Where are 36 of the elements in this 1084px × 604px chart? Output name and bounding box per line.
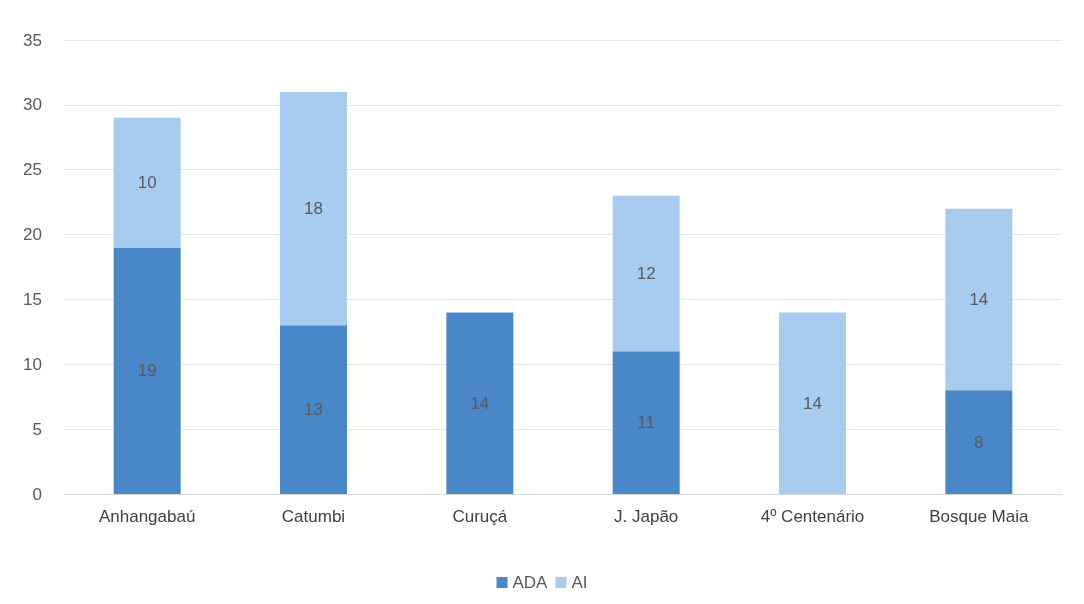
bar [113, 247, 181, 494]
data-label: 13 [304, 400, 323, 420]
data-label: 19 [137, 361, 157, 381]
y-tick-label: 0 [32, 484, 42, 504]
data-label: 12 [636, 263, 656, 283]
bar [612, 351, 680, 494]
data-label: 14 [470, 393, 490, 413]
bar [612, 195, 680, 352]
data-label: 14 [969, 289, 989, 309]
x-tick-label: Catumbi [281, 507, 346, 526]
bar [113, 117, 181, 248]
legend-label: AI [571, 573, 588, 592]
legend-label: ADA [512, 573, 549, 592]
y-tick-label: 35 [23, 30, 42, 50]
bar [945, 208, 1013, 391]
x-tick-label: Bosque Maia [929, 507, 1029, 526]
data-label: 18 [304, 199, 323, 219]
bar [280, 325, 347, 494]
y-tick-label: 10 [23, 354, 42, 374]
data-label: 8 [974, 432, 984, 452]
x-tick-label: Curuçá [452, 507, 508, 526]
data-label: 10 [137, 173, 157, 193]
x-tick-label: J. Japão [614, 507, 679, 526]
x-tick-label: 4º Centenário [760, 507, 865, 526]
y-tick-label: 20 [23, 225, 42, 245]
data-label: 14 [803, 393, 822, 413]
data-label: 11 [637, 413, 655, 433]
y-tick-label: 5 [32, 419, 42, 439]
y-tick-label: 25 [23, 160, 42, 180]
y-tick-label: 15 [23, 289, 42, 309]
x-tick-label: Anhangabaú [98, 507, 196, 526]
bar [779, 312, 846, 494]
y-tick-label: 30 [23, 95, 42, 115]
bar [280, 91, 347, 326]
bar [446, 312, 514, 494]
bar [945, 390, 1013, 494]
